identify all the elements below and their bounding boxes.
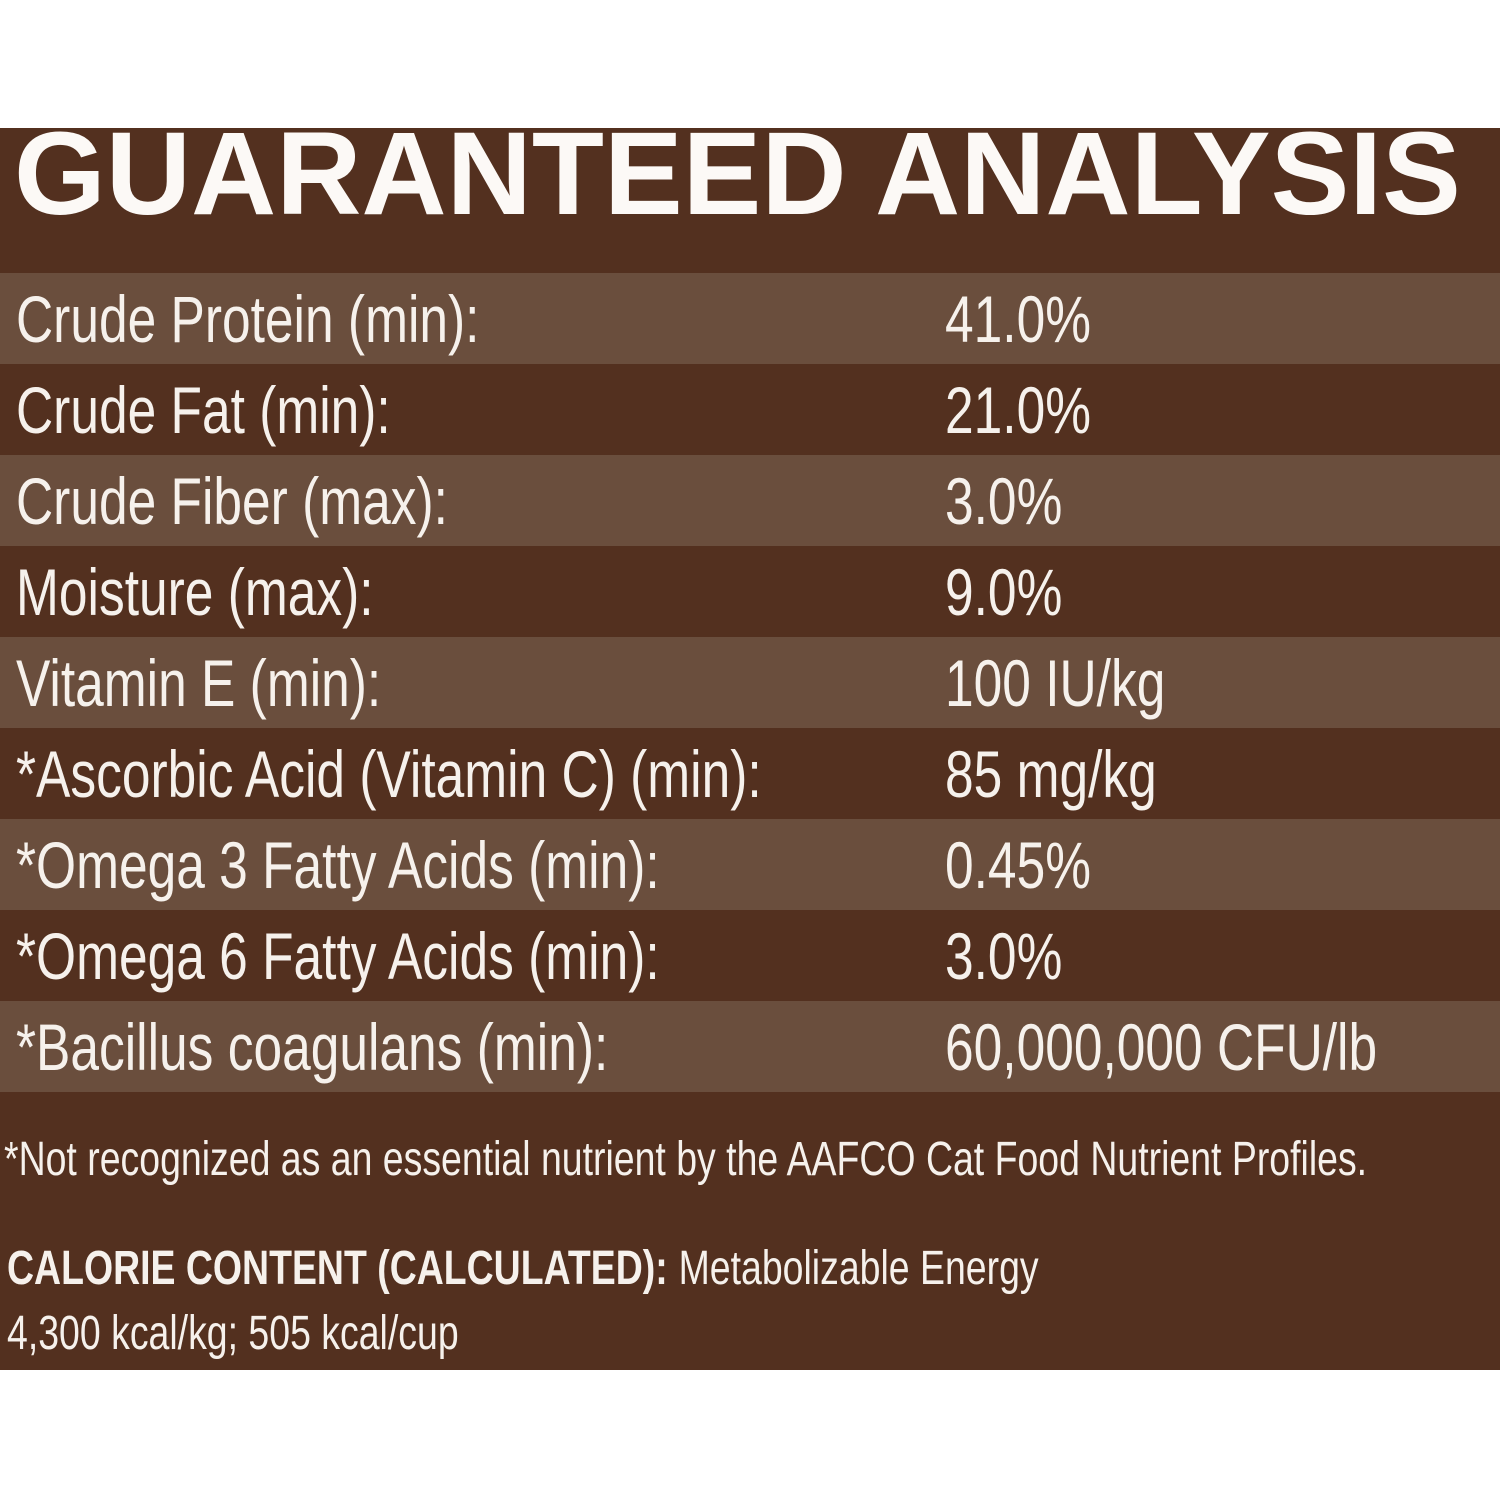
table-row: Crude Fat (min): 21.0%	[0, 364, 1500, 455]
nutrient-value: 21.0%	[945, 372, 1091, 447]
nutrient-value: 60,000,000 CFU/lb	[945, 1009, 1378, 1084]
guaranteed-analysis-panel: GUARANTEED ANALYSIS Crude Protein (min):…	[0, 115, 1500, 1370]
nutrient-label: Crude Fat (min):	[16, 372, 391, 447]
nutrient-value: 3.0%	[945, 463, 1063, 538]
nutrient-label: Moisture (max):	[16, 554, 374, 629]
table-row: Moisture (max): 9.0%	[0, 546, 1500, 637]
panel-title: GUARANTEED ANALYSIS	[14, 108, 1461, 240]
table-row: *Omega 3 Fatty Acids (min): 0.45%	[0, 819, 1500, 910]
calorie-content-line: CALORIE CONTENT (CALCULATED): Metabolizab…	[7, 1245, 1330, 1293]
calorie-values: 4,300 kcal/kg; 505 kcal/cup	[7, 1307, 459, 1360]
table-row: Crude Protein (min): 41.0%	[0, 273, 1500, 364]
nutrient-value: 41.0%	[945, 281, 1091, 356]
nutrient-value: 3.0%	[945, 918, 1063, 993]
nutrient-label: Crude Fiber (max):	[16, 463, 448, 538]
nutrient-label: *Bacillus coagulans (min):	[16, 1009, 609, 1084]
nutrient-value: 0.45%	[945, 827, 1091, 902]
nutrient-value: 9.0%	[945, 554, 1063, 629]
nutrient-label: Vitamin E (min):	[16, 645, 382, 720]
calorie-content-text: Metabolizable Energy	[678, 1242, 1039, 1295]
calorie-content-heading: CALORIE CONTENT (CALCULATED):	[7, 1242, 668, 1295]
aafco-footnote: *Not recognized as an essential nutrient…	[4, 1133, 1368, 1186]
table-row: *Ascorbic Acid (Vitamin C) (min): 85 mg/k…	[0, 728, 1500, 819]
table-row: *Bacillus coagulans (min): 60,000,000 CFU…	[0, 1001, 1500, 1092]
analysis-table: Crude Protein (min): 41.0% Crude Fat (min)…	[0, 273, 1500, 1092]
nutrient-value: 100 IU/kg	[945, 645, 1166, 720]
table-row: Crude Fiber (max): 3.0%	[0, 455, 1500, 546]
nutrient-value: 85 mg/kg	[945, 736, 1157, 811]
nutrient-label: *Ascorbic Acid (Vitamin C) (min):	[16, 736, 762, 811]
nutrient-label: *Omega 3 Fatty Acids (min):	[16, 827, 660, 902]
nutrient-label: Crude Protein (min):	[16, 281, 480, 356]
table-row: Vitamin E (min): 100 IU/kg	[0, 637, 1500, 728]
nutrient-label: *Omega 6 Fatty Acids (min):	[16, 918, 660, 993]
table-row: *Omega 6 Fatty Acids (min): 3.0%	[0, 910, 1500, 1001]
